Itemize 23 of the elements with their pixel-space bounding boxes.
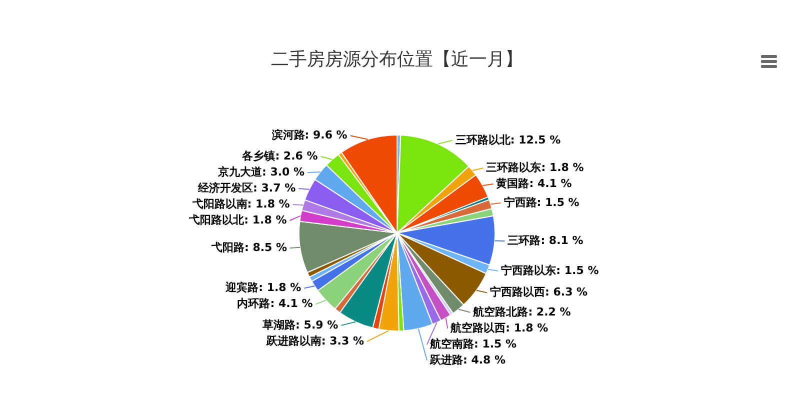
slice-label: 三环路: 8.1 % [508,234,584,248]
slice-label: 三环路以北: 12.5 % [455,133,561,146]
slice-label: 三环路以东: 1.8 % [486,160,584,174]
slice-label: 航空路以西: 1.8 % [450,321,548,334]
chart-title: 二手房房源分布位置【近一月】 [271,49,523,70]
slice-label: 航空路北路: 2.2 % [472,305,571,318]
slice-label: 滨河路: 9.6 % [270,128,348,142]
slice-label: 草湖路: 5.9 % [262,318,338,332]
slice-label: 弋阳路以南: 1.8 % [191,197,290,210]
slice-label: 内环路: 4.1 % [237,297,313,310]
slice-label: 宁西路以西: 6.3 % [490,286,588,299]
slice-label: 弋阳路: 8.5 % [210,241,288,254]
slice-label: 宁西路: 1.5 % [504,196,580,210]
slice-label: 黄国路: 4.1 % [495,176,572,190]
slice-label: 宁西路以东: 1.5 % [501,264,599,277]
slice-label: 跃进路: 4.8 % [429,353,506,366]
slice-label: 各乡镇: 2.6 % [241,149,318,162]
slice-label: 京九大道: 3.0 % [216,165,305,178]
slice-label: 跃进路以南: 3.3 % [265,334,364,348]
slice-label: 经济开发区: 3.7 % [197,181,296,194]
slice-label: 航空南路: 1.5 % [429,337,517,350]
slice-label: 弋阳路以北: 1.8 % [188,213,287,226]
slice-label: 迎宾路: 1.8 % [224,281,302,294]
